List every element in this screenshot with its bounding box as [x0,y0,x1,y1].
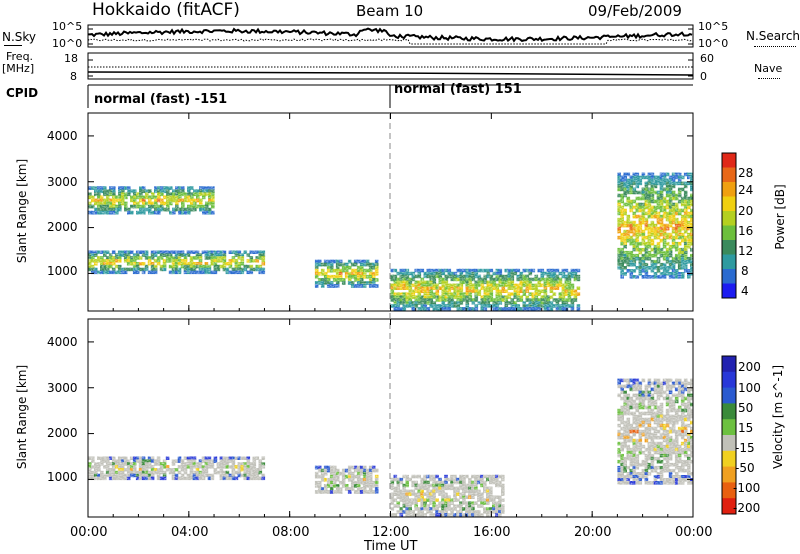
velColorbar-swatch [722,371,736,389]
powerColorbar-swatch [722,240,736,255]
velColorbar-swatch [722,403,736,420]
velocity-cbar-tick-minus15: -15 [735,441,755,455]
freq-label-line1: Freq. [6,50,34,63]
powerColorbar-swatch [722,167,736,183]
xtick-6: 00:00 [675,525,713,540]
freq-panel-ticks [88,59,693,77]
velocity-cbar-tick-100: 100 [738,381,761,395]
power-heatmap [88,113,693,311]
frequency-trace [87,71,694,76]
velColorbar-swatch [722,482,736,499]
cpid-segment-1: normal (fast) -151 [94,92,228,107]
velColorbar-swatch [722,387,736,404]
power-cbar-tick-24: 24 [738,183,754,197]
beam-title: Beam 10 [356,2,424,20]
velocity-colorbar [721,355,737,515]
xtick-2: 08:00 [272,525,310,540]
xtick-3: 12:00 [372,525,410,540]
velocity-ylabel: Slant Range [km] [15,364,29,470]
freq-tick-low: 8 [70,70,77,83]
xtick-1: 04:00 [171,525,209,540]
power-ytick-2000: 2000 [47,220,78,234]
noise-sky-label: N.Sky [2,30,37,44]
nave-tick-high: 60 [700,52,714,65]
power-cbar-tick-28: 28 [738,166,754,180]
power-cbar-tick-16: 16 [738,224,754,238]
cpid-segment-2: normal (fast) 151 [394,82,522,97]
noise-search-trace [87,38,693,45]
xtick-5: 20:00 [574,525,612,540]
xtick-4: 16:00 [473,525,511,540]
cpid-label: CPID [6,86,39,100]
velocity-cbar-tick-minus50: -50 [735,461,755,475]
powerColorbar-swatch [722,283,736,299]
velocity-heatmap [88,319,693,517]
axis-ticks [87,113,694,517]
noise-tick-low-right: 10^0 [698,37,729,50]
freq-label-line2: [MHz] [2,62,35,75]
power-cbar-tick-20: 20 [738,204,754,218]
velColorbar-swatch [722,419,736,436]
power-ylabel: Slant Range [km] [15,158,29,264]
velocity-ytick-1000: 1000 [47,470,78,484]
powerColorbar-frame [721,152,737,299]
noise-tick-high-right: 10^5 [698,20,729,33]
noise-sky-trace [88,27,693,43]
power-cbar-label: Power [dB] [773,184,787,250]
nave-legend-line [758,78,780,79]
power-ytick-3000: 3000 [47,175,78,189]
powerColorbar-swatch [722,269,736,284]
power-cbar-tick-4: 4 [741,284,749,298]
velColorbar-swatch [722,466,736,483]
freq-tick-high: 18 [64,52,78,65]
velocity-cbar-tick-50: 50 [738,401,754,415]
noise-tick-high-left: 10^5 [52,20,83,33]
velocity-cbar-tick-minus100: -100 [733,481,761,495]
noise-search-legend-line [754,46,796,47]
velColorbar-frame [721,355,737,515]
noise-panel-frame [87,24,694,48]
velColorbar-swatch [722,435,736,452]
power-cbar-tick-8: 8 [741,264,749,278]
nave-tick-low: 0 [700,70,707,83]
velocity-cbar-tick-200: 200 [738,360,761,374]
velocity-cbar-tick-minus200: -200 [733,501,761,515]
powerColorbar-swatch [722,211,736,226]
freq-panel-frame [87,52,694,80]
powerColorbar-swatch [722,254,736,270]
power-cbar-tick-12: 12 [738,244,754,258]
velColorbar-swatch [722,356,736,373]
velocity-ytick-2000: 2000 [47,426,78,440]
power-colorbar [721,152,737,299]
velocity-ytick-4000: 4000 [47,335,78,349]
velocity-cbar-tick-15: 15 [738,421,754,435]
noise-sky-legend-line [4,45,22,46]
velocity-ytick-3000: 3000 [47,381,78,395]
velColorbar-swatch [722,450,736,468]
velocity-cbar-label: Velocity [m s^-1] [771,364,785,470]
nave-label: Nave [754,62,783,75]
powerColorbar-swatch [722,182,736,197]
velColorbar-swatch [722,498,736,515]
power-ytick-4000: 4000 [47,129,78,143]
noise-panel-ticks [88,28,693,45]
x-axis-label: Time UT [364,539,418,554]
station-title: Hokkaido (fitACF) [92,0,240,20]
noise-search-label: N.Search [746,29,800,43]
date-title: 09/Feb/2009 [588,2,682,20]
powerColorbar-swatch [722,196,736,212]
xtick-0: 00:00 [70,525,108,540]
powerColorbar-swatch [722,153,736,168]
power-ytick-1000: 1000 [47,264,78,278]
powerColorbar-swatch [722,225,736,241]
noise-tick-low-left: 10^0 [52,37,83,50]
